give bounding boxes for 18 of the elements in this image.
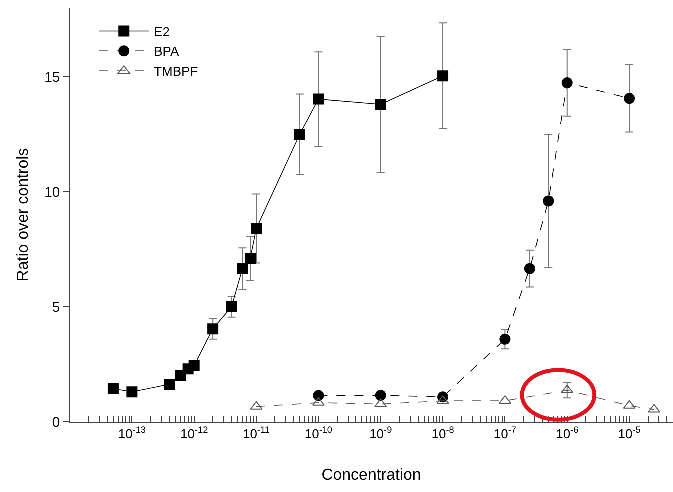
legend-label: TMBPF (154, 64, 198, 80)
x-tick-label: 10$^{-5}$ (618, 425, 641, 442)
x-tick-label: 10$^{-8}$ (432, 425, 454, 442)
y-tick-label: 10 (44, 184, 60, 200)
y-axis-title: Ratio over controls (15, 148, 32, 282)
x-tick-label: 10$^{-7}$ (494, 425, 516, 442)
x-tick-label: 10$^{-9}$ (370, 425, 392, 442)
x-tick-label: 10$^{-10}$ (304, 425, 333, 442)
y-tick-label: 15 (44, 68, 60, 85)
x-axis-title: Concentration (322, 467, 422, 484)
legend-label: E2 (154, 24, 170, 40)
y-tick-label: 0 (52, 414, 60, 430)
x-tick-label: 10$^{-6}$ (556, 425, 579, 442)
x-tick-label: 10$^{-13}$ (118, 425, 146, 442)
y-tick-label: 5 (52, 298, 60, 315)
x-tick-label: 10$^{-11}$ (243, 425, 270, 442)
x-tick-label: 10$^{-12}$ (180, 425, 208, 442)
legend-label: BPA (154, 44, 180, 60)
